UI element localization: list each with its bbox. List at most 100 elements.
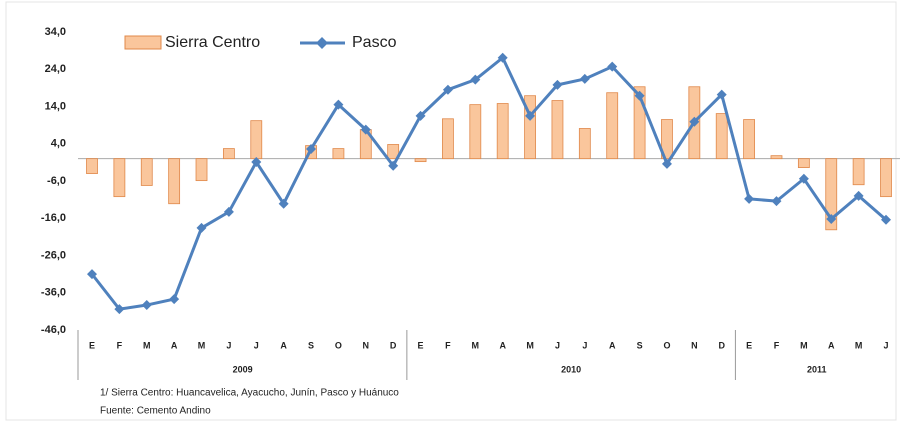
bar: [825, 158, 838, 231]
x-tick-label: J: [883, 340, 888, 350]
marker: [826, 213, 837, 224]
x-tick-label: E: [746, 340, 752, 350]
bar: [387, 144, 400, 160]
x-tick-label: A: [171, 340, 178, 350]
bar: [414, 158, 427, 163]
bar: [222, 148, 235, 160]
legend-marker: [316, 37, 328, 49]
marker: [251, 157, 262, 168]
bar: [606, 92, 619, 160]
marker: [771, 196, 782, 207]
y-tick-label: -6,0: [47, 175, 66, 187]
marker: [306, 143, 317, 154]
marker: [798, 173, 809, 184]
bar: [852, 158, 865, 186]
marker: [470, 74, 481, 85]
x-tick-label: J: [226, 340, 231, 350]
y-tick-label: 4,0: [51, 138, 66, 150]
x-tick-label: N: [691, 340, 698, 350]
x-tick-label: A: [609, 340, 616, 350]
marker: [552, 79, 563, 90]
y-tick-label: -16,0: [41, 212, 66, 224]
bar: [250, 120, 263, 160]
y-tick-label: 34,0: [45, 26, 66, 38]
bar: [524, 95, 536, 160]
marker: [689, 116, 700, 127]
year-label: 2011: [807, 364, 827, 374]
marker: [196, 222, 207, 233]
marker: [634, 90, 645, 101]
marker: [415, 110, 426, 121]
marker: [579, 73, 590, 84]
marker: [333, 99, 344, 110]
x-tick-label: M: [198, 340, 206, 350]
marker: [360, 124, 371, 135]
marker: [442, 84, 453, 95]
bar: [442, 118, 454, 160]
y-tick-label: 14,0: [45, 100, 66, 112]
marker: [87, 269, 97, 280]
marker: [497, 52, 508, 63]
bar: [140, 158, 153, 186]
bar: [332, 148, 345, 160]
legend-label: Sierra Centro: [165, 34, 260, 51]
x-tick-label: M: [143, 340, 151, 350]
x-tick-label: M: [855, 340, 863, 350]
marker: [607, 61, 618, 72]
y-tick-label: -36,0: [41, 287, 66, 299]
note: Fuente: Cemento Andino: [100, 406, 211, 417]
y-tick-label: -26,0: [41, 249, 66, 261]
bar: [578, 128, 591, 160]
bar: [496, 103, 509, 160]
x-tick-label: M: [526, 340, 534, 350]
marker: [114, 304, 125, 315]
y-tick-label: 24,0: [45, 63, 66, 75]
marker: [716, 89, 727, 100]
bar: [168, 158, 181, 205]
x-tick-label: M: [800, 340, 808, 350]
marker: [278, 198, 289, 209]
legend-swatch: [124, 35, 162, 50]
marker: [881, 214, 891, 225]
legend-label: Pasco: [352, 34, 397, 51]
frame: [5, 1, 897, 421]
note: 1/ Sierra Centro: Huancavelica, Ayacucho…: [100, 388, 399, 399]
x-tick-label: J: [254, 340, 259, 350]
x-tick-label: J: [555, 340, 560, 350]
bar: [195, 158, 208, 182]
x-tick-label: S: [308, 340, 314, 350]
x-tick-label: S: [637, 340, 643, 350]
x-tick-label: F: [774, 340, 780, 350]
bar: [880, 158, 892, 198]
bar: [661, 119, 673, 160]
marker: [525, 110, 536, 121]
marker: [141, 300, 152, 311]
marker: [223, 206, 234, 217]
x-tick-label: O: [335, 340, 342, 350]
bar: [770, 155, 783, 160]
x-tick-label: M: [472, 340, 480, 350]
x-tick-label: A: [499, 340, 506, 350]
x-tick-label: F: [445, 340, 451, 350]
bar: [715, 113, 728, 160]
year-label: 2009: [233, 364, 253, 374]
bar: [551, 100, 564, 160]
marker: [388, 160, 399, 171]
y-tick-label: -46,0: [41, 324, 66, 336]
x-tick-label: A: [828, 340, 835, 350]
bar: [633, 86, 646, 160]
x-tick-label: A: [280, 340, 287, 350]
x-tick-label: E: [89, 340, 95, 350]
marker: [853, 190, 864, 201]
x-tick-label: D: [390, 340, 397, 350]
marker: [744, 193, 755, 204]
x-tick-label: J: [582, 340, 587, 350]
year-label: 2010: [561, 364, 581, 374]
x-tick-label: F: [117, 340, 123, 350]
x-tick-label: D: [718, 340, 725, 350]
line: [90, 55, 887, 311]
bar: [797, 158, 810, 168]
bar: [86, 158, 98, 174]
marker: [661, 158, 672, 169]
